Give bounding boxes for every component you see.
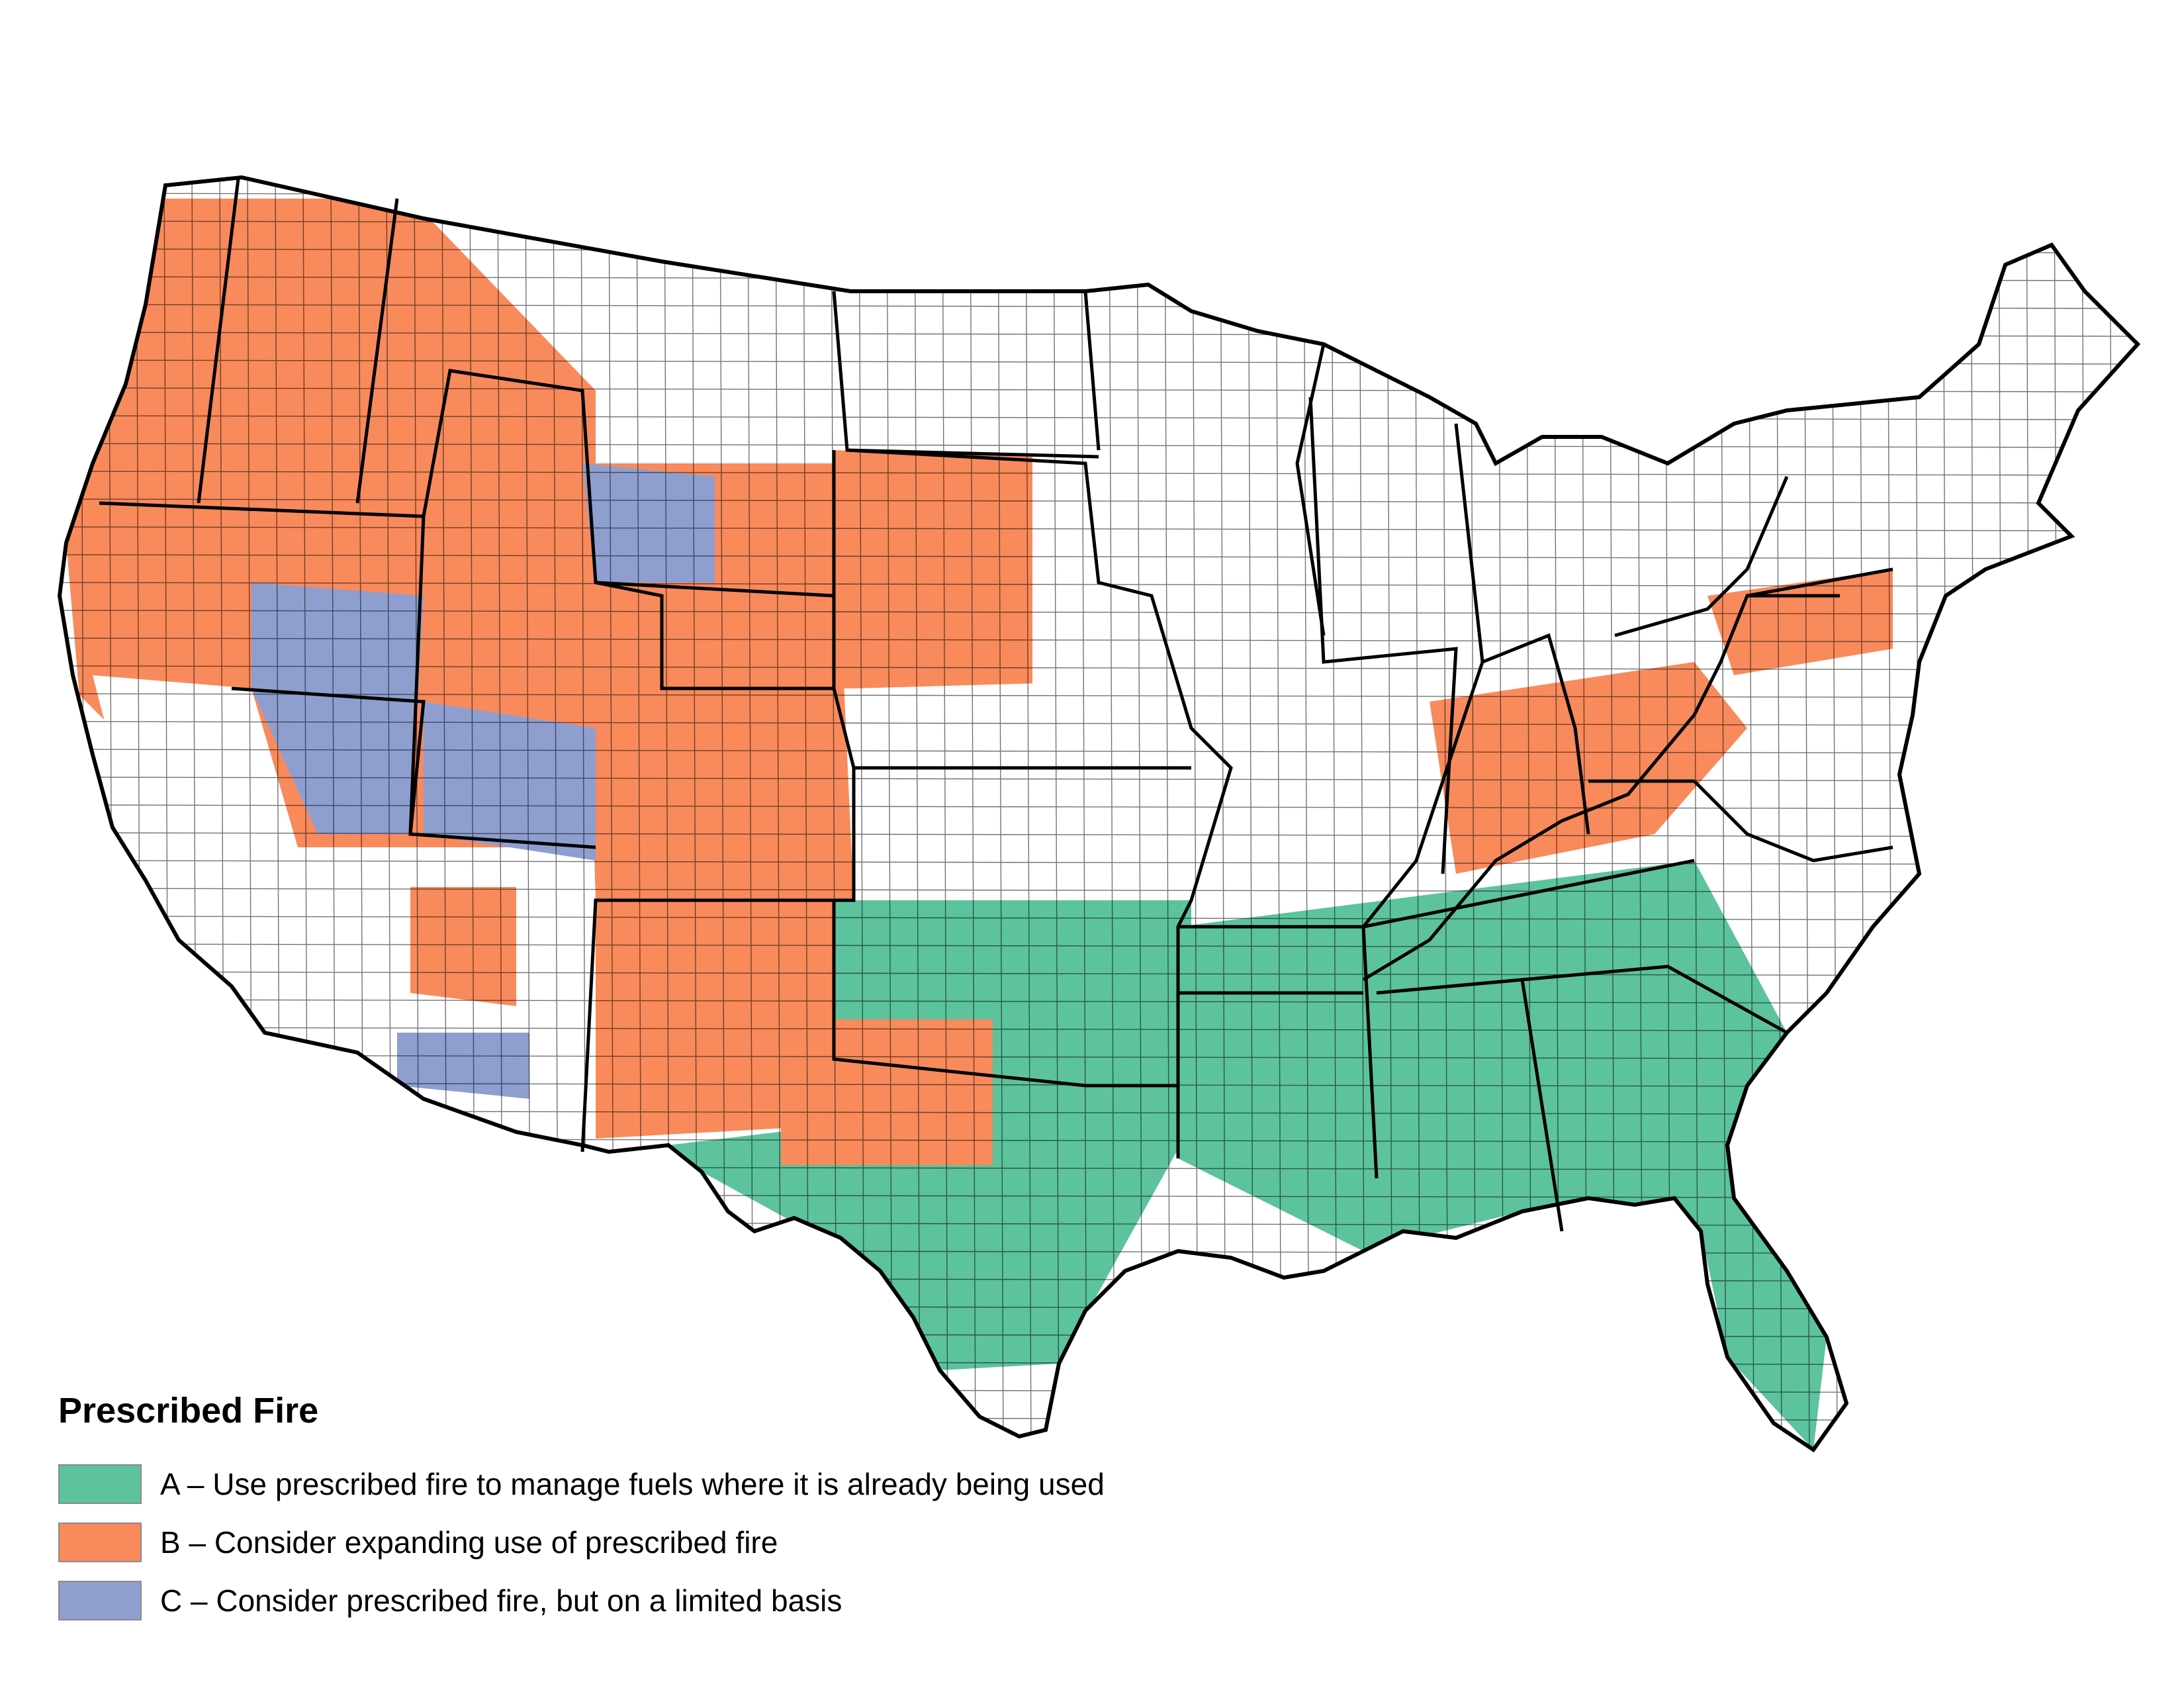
legend-label-b: B – Consider expanding use of prescribed… (160, 1525, 778, 1560)
legend-label-c: C – Consider prescribed fire, but on a l… (160, 1583, 842, 1618)
region-fill-16 (1430, 662, 1747, 874)
county-fill-layer (66, 199, 2138, 1450)
legend-swatch-b (58, 1523, 142, 1562)
region-fill-2 (251, 583, 424, 834)
region-fill-9 (596, 887, 834, 1139)
region-fill-3 (424, 702, 596, 861)
state-borders (99, 178, 1893, 1232)
region-fill-4 (582, 463, 715, 583)
legend-item-c: C – Consider prescribed fire, but on a l… (58, 1579, 842, 1622)
legend: Prescribed Fire A – Use prescribed fire … (58, 1390, 1316, 1642)
legend-label-a: A – Use prescribed fire to manage fuels … (160, 1467, 1105, 1501)
region-fill-5 (93, 675, 344, 1019)
legend-swatch-a (58, 1464, 142, 1504)
legend-swatch-c (58, 1581, 142, 1620)
region-fill-11 (834, 450, 1032, 688)
legend-title: Prescribed Fire (58, 1391, 319, 1430)
legend-item-a: A – Use prescribed fire to manage fuels … (58, 1463, 1105, 1505)
region-fill-8 (397, 1033, 529, 1099)
region-fill-10 (834, 291, 1324, 662)
region-fill-12 (854, 675, 1324, 900)
legend-item-b: B – Consider expanding use of prescribed… (58, 1521, 778, 1564)
region-fill-14 (781, 1019, 993, 1165)
